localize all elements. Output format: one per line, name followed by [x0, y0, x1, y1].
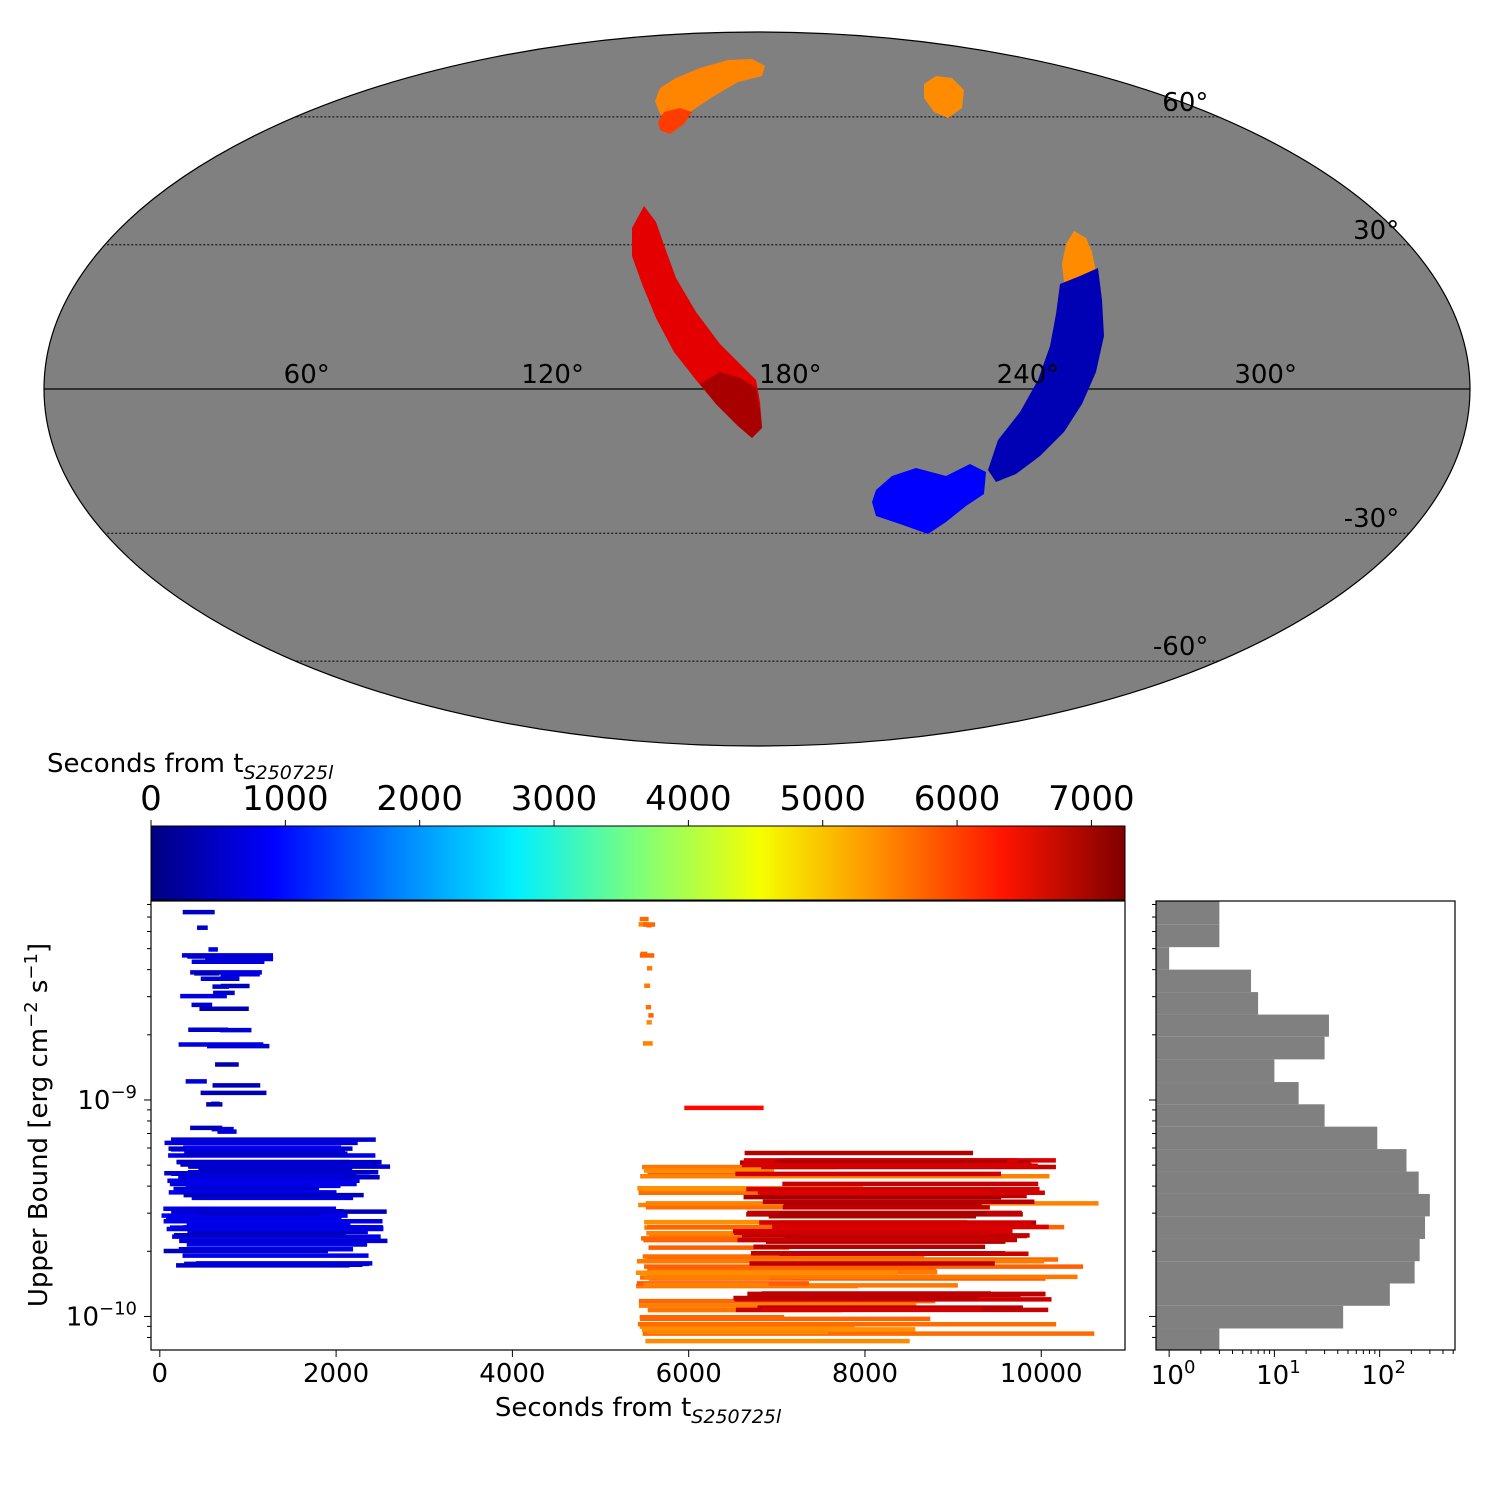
colorbar-tick-label: 3000 [511, 779, 598, 819]
hist-bar [1156, 992, 1259, 1015]
lat-label: -30° [1344, 504, 1399, 534]
hist-bar [1156, 1261, 1415, 1284]
colorbar-tick-label: 1000 [242, 779, 329, 819]
x-tick-label: 2000 [303, 1359, 369, 1389]
x-axis-ticks: 0 2000 4000 6000 8000 10000 [152, 1350, 1083, 1389]
hist-bar [1156, 901, 1220, 925]
hist-bar [1156, 1104, 1325, 1127]
hist-bar [1156, 1283, 1390, 1306]
blue-arc [988, 268, 1104, 482]
hist-bar [1156, 1014, 1329, 1037]
colorbar-tick-label: 7000 [1048, 779, 1135, 819]
sky-labels: 60° 30° -30° -60° 300° 240° 180° 120° 60° [284, 88, 1400, 662]
hist-bar [1156, 1216, 1426, 1239]
x-tick-label: 0 [152, 1359, 169, 1389]
hist-bar [1156, 969, 1252, 993]
colorbar-tick-label: 0 [140, 779, 162, 819]
blue-blob [872, 464, 986, 534]
lon-label: 240° [997, 360, 1060, 390]
sky-regions [632, 59, 1104, 534]
lon-label: 120° [521, 360, 584, 390]
hist-x-tick-label: 100 [1151, 1357, 1196, 1391]
colorbar-tick-label: 4000 [645, 779, 732, 819]
y-tick-label: 10−10 [66, 1298, 137, 1332]
segments [161, 909, 1099, 1344]
x-axis-label: Seconds from tS250725l [495, 1393, 782, 1428]
hist-frame [1155, 900, 1456, 1351]
lat-label: 30° [1353, 216, 1399, 246]
lon-label: 180° [759, 360, 822, 390]
colorbar-ticks: 0 1000 2000 3000 4000 5000 6000 7000 [140, 779, 1135, 826]
y-axis-ticks: 10−9 10−10 [66, 903, 151, 1338]
y-tick-label: 10−9 [77, 1082, 137, 1116]
x-tick-label: 10000 [1000, 1359, 1083, 1389]
colorbar-tick-label: 6000 [914, 779, 1001, 819]
x-tick-label: 8000 [832, 1359, 898, 1389]
sky-map: 60° 30° -30° -60° 300° 240° 180° 120° 60° [43, 31, 1471, 747]
blue-arc-orange-tip [1062, 231, 1096, 282]
hist-bar [1156, 1193, 1430, 1217]
hist-bar [1156, 1171, 1419, 1194]
lon-label: 300° [1234, 360, 1297, 390]
x-tick-label: 6000 [656, 1359, 722, 1389]
histogram-plot: 100 101 102 [1149, 900, 1456, 1391]
hist-bar [1156, 1059, 1275, 1083]
upper-bound-plot: 0 2000 4000 6000 8000 10000 10−9 10−10 Seconds… [21, 900, 1126, 1428]
colorbar-gradient [150, 825, 1126, 901]
hist-x-tick-label: 102 [1361, 1357, 1406, 1391]
hist-bar [1156, 1328, 1220, 1350]
lat-label: -60° [1153, 632, 1208, 662]
hist-bar [1156, 1305, 1344, 1329]
colorbar-title: Seconds from tS250725l [47, 749, 334, 784]
hist-bar [1156, 1238, 1420, 1262]
red-arc-dark [700, 372, 762, 438]
colorbar-tick-label: 5000 [779, 779, 866, 819]
lon-label: 60° [284, 360, 330, 390]
hist-bar [1156, 1149, 1407, 1172]
north-patch-1 [655, 59, 765, 120]
hist-bars [1156, 901, 1430, 1350]
hist-x-tick-label: 101 [1256, 1357, 1301, 1391]
hist-bar [1156, 1082, 1299, 1105]
colorbar: Seconds from tS250725l 0 1000 2000 3000 4000… [47, 749, 1135, 901]
hist-bar [1156, 924, 1220, 948]
lat-label: 60° [1162, 88, 1208, 118]
north-patch-3 [924, 76, 964, 118]
x-tick-label: 4000 [479, 1359, 545, 1389]
hist-x-ticks: 100 101 102 [1151, 1350, 1454, 1391]
hist-bar [1156, 1126, 1378, 1150]
hist-bar [1156, 1036, 1325, 1060]
hist-bar [1156, 947, 1170, 970]
north-patch-2 [658, 108, 692, 134]
hist-y-ticks [1149, 903, 1156, 1338]
plot-frame [150, 900, 1126, 1351]
colorbar-tick-label: 2000 [376, 779, 463, 819]
y-axis-label: Upper Bound [erg cm−2 s−1] [21, 943, 54, 1307]
